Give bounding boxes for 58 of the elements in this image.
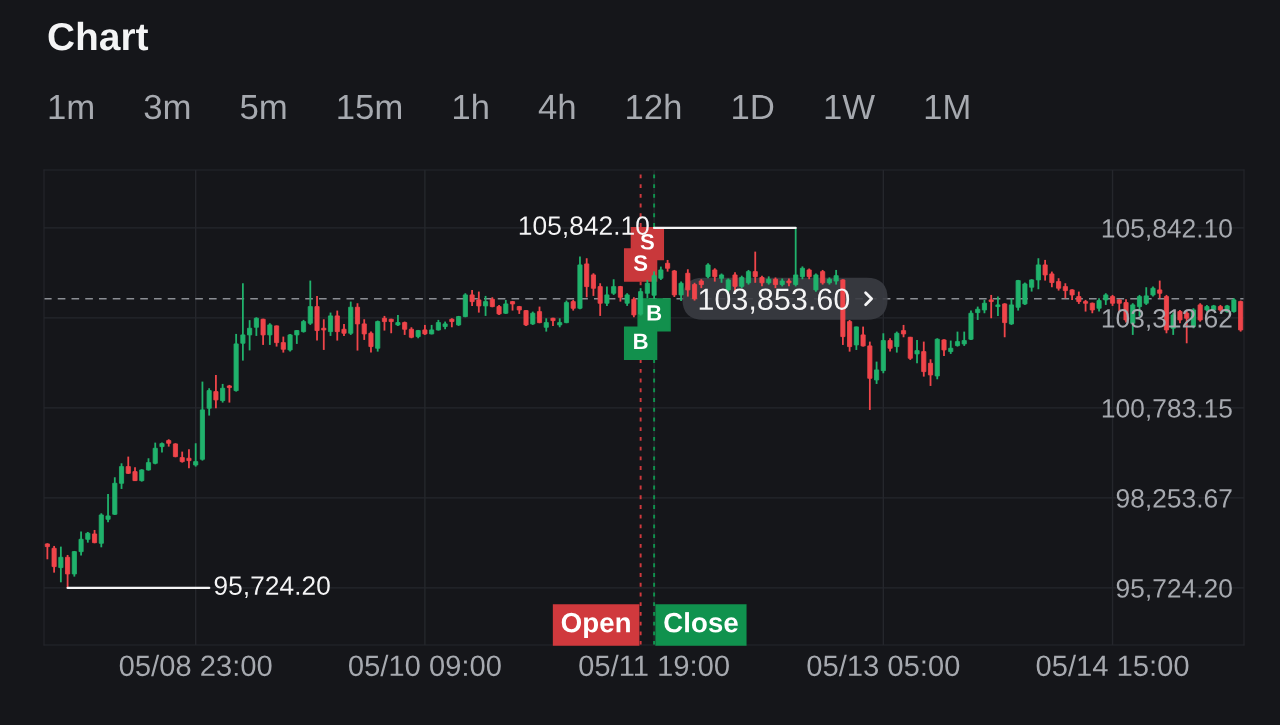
candlestick xyxy=(58,545,64,584)
candlestick xyxy=(853,325,859,351)
candlestick xyxy=(274,324,280,348)
candlestick xyxy=(914,339,920,365)
candlestick xyxy=(267,322,273,346)
text: 4h xyxy=(538,93,575,119)
text: 1W xyxy=(825,95,875,119)
candlestick xyxy=(226,384,232,404)
x-tick-label: 05/08 23:00 xyxy=(119,654,272,677)
candlestick xyxy=(988,294,994,320)
candlestick xyxy=(604,285,610,307)
data-label: B xyxy=(634,333,648,350)
text: 3m xyxy=(144,94,190,120)
data-label: B xyxy=(647,305,662,321)
candlestick xyxy=(483,295,489,317)
y-tick-label: 98,253.67 xyxy=(1116,489,1232,511)
text: 1h xyxy=(454,93,488,119)
candlestick xyxy=(678,280,684,302)
candlestick xyxy=(253,316,259,337)
annotation: 95,724.20 xyxy=(214,576,330,599)
text: 1m xyxy=(49,95,93,119)
candlestick xyxy=(65,554,71,589)
candlestick xyxy=(220,383,226,404)
x-tick-label: 05/14 15:00 xyxy=(1036,654,1189,677)
data-label: S xyxy=(633,255,648,271)
ref-line-label: Close xyxy=(664,612,738,633)
x-tick-label: 05/13 05:00 xyxy=(807,654,960,677)
y-tick-label: 100,783.15 xyxy=(1102,399,1232,421)
candlestick xyxy=(631,296,637,319)
x-tick-label: 05/11 19:00 xyxy=(579,654,729,677)
candlestick xyxy=(206,387,212,417)
candlestick xyxy=(874,360,880,385)
text: 15m xyxy=(338,95,401,120)
candlestick xyxy=(584,257,590,299)
x-tick-label: 05/10 09:00 xyxy=(349,654,501,677)
candlestick xyxy=(193,442,199,468)
chart-title: Chart xyxy=(48,21,149,51)
candlestick xyxy=(793,227,799,288)
ref-line-label: Open xyxy=(561,612,630,638)
candlestick xyxy=(51,545,57,574)
y-tick-label: 95,724.20 xyxy=(1116,579,1232,601)
candlestick xyxy=(638,287,644,317)
candlestick xyxy=(462,292,468,319)
text: 12h xyxy=(627,93,681,119)
candlestick xyxy=(328,311,334,337)
candlestick xyxy=(752,250,758,284)
text: 1M xyxy=(925,95,969,119)
candlestick xyxy=(894,330,900,354)
candlestick xyxy=(260,317,266,346)
text: 5m xyxy=(240,95,286,120)
y-tick-label: 105,842.10 xyxy=(1102,219,1232,241)
candlestick xyxy=(213,374,219,410)
text: 1D xyxy=(733,95,774,119)
candlestick xyxy=(307,279,313,326)
candlestick xyxy=(1035,257,1041,291)
candlestick xyxy=(671,269,677,298)
candlestick xyxy=(1002,302,1008,339)
candlestick xyxy=(995,295,1001,317)
